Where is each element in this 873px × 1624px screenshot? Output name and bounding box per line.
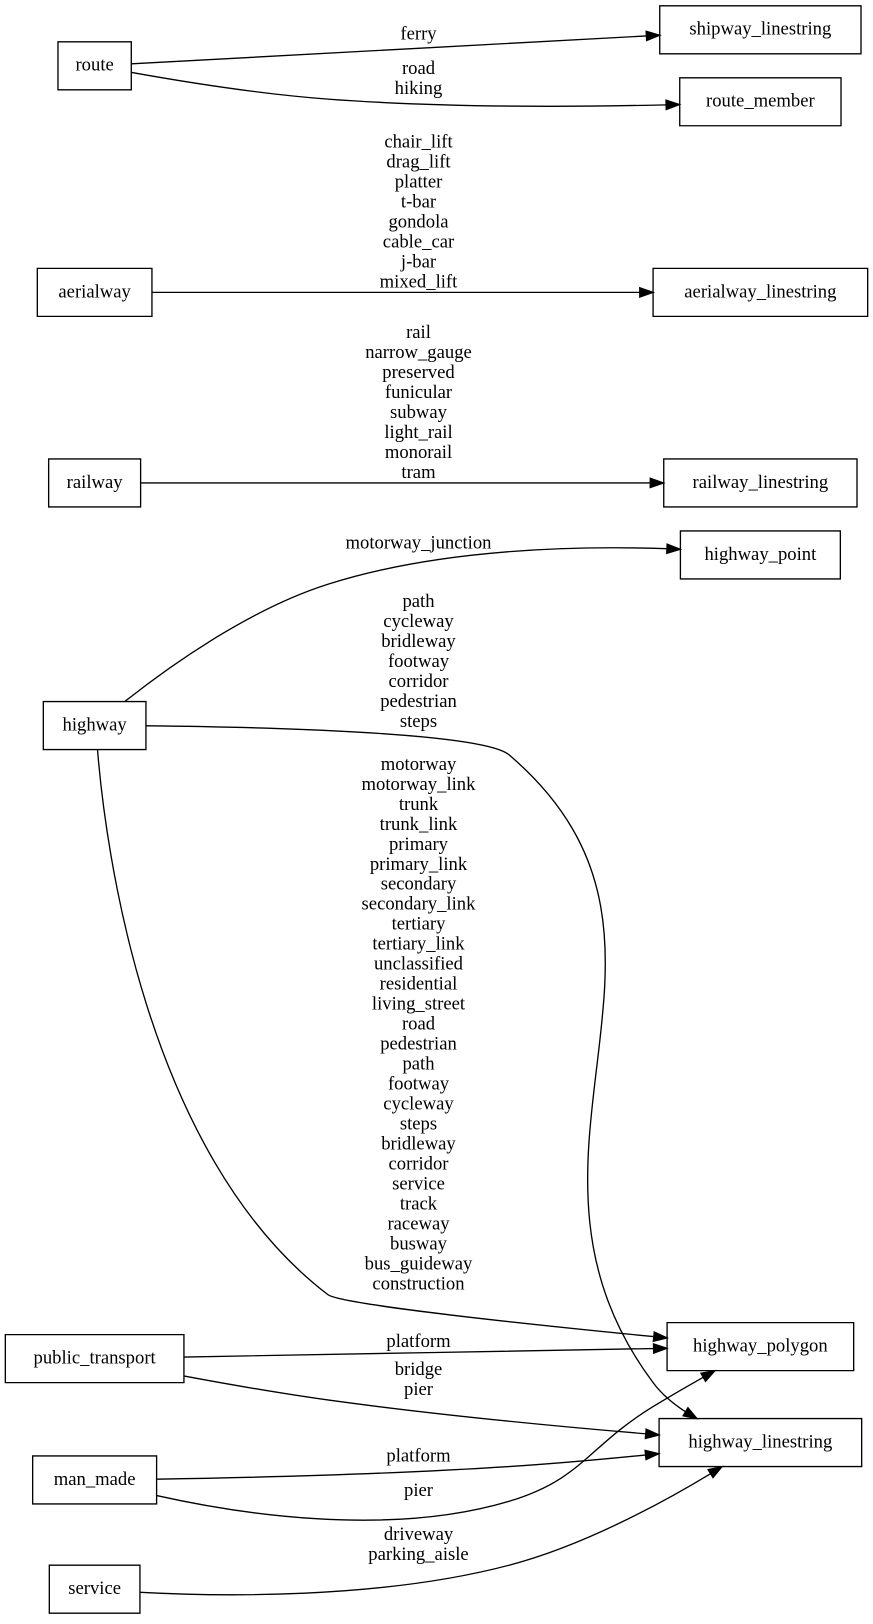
svg-text:gondola: gondola — [388, 211, 449, 232]
svg-text:railway_linestring: railway_linestring — [693, 472, 829, 493]
svg-text:route_member: route_member — [706, 91, 815, 112]
svg-text:bridge: bridge — [395, 1359, 443, 1380]
svg-text:raceway: raceway — [387, 1214, 450, 1235]
svg-text:shipway_linestring: shipway_linestring — [689, 19, 831, 40]
svg-text:drag_lift: drag_lift — [386, 151, 451, 172]
svg-text:track: track — [400, 1194, 438, 1215]
svg-text:residential: residential — [380, 974, 458, 995]
svg-text:steps: steps — [400, 711, 437, 732]
svg-text:t-bar: t-bar — [401, 191, 437, 212]
svg-text:ferry: ferry — [400, 23, 437, 44]
svg-text:busway: busway — [390, 1234, 448, 1255]
svg-text:pier: pier — [404, 1379, 434, 1400]
svg-text:aerialway_linestring: aerialway_linestring — [684, 281, 836, 302]
svg-text:motorway_junction: motorway_junction — [346, 533, 493, 554]
svg-text:bridleway: bridleway — [381, 1134, 456, 1155]
svg-text:route: route — [75, 55, 113, 76]
svg-text:pedestrian: pedestrian — [380, 691, 457, 712]
svg-text:railway: railway — [67, 472, 124, 493]
svg-text:preserved: preserved — [382, 362, 455, 383]
svg-text:construction: construction — [372, 1274, 465, 1295]
svg-text:footway: footway — [388, 651, 450, 672]
svg-text:path: path — [402, 1054, 435, 1075]
svg-text:bus_guideway: bus_guideway — [365, 1254, 473, 1275]
svg-text:parking_aisle: parking_aisle — [368, 1544, 468, 1565]
svg-text:cycleway: cycleway — [383, 1094, 454, 1115]
svg-text:primary: primary — [389, 834, 449, 855]
svg-text:mixed_lift: mixed_lift — [380, 271, 458, 292]
svg-text:tram: tram — [401, 462, 436, 483]
svg-text:subway: subway — [390, 402, 448, 423]
svg-text:tertiary_link: tertiary_link — [372, 934, 465, 955]
svg-text:cycleway: cycleway — [383, 611, 454, 632]
svg-text:rail: rail — [406, 322, 431, 343]
svg-text:corridor: corridor — [388, 1154, 449, 1175]
svg-text:driveway: driveway — [384, 1524, 454, 1545]
svg-text:platform: platform — [386, 1331, 451, 1352]
svg-text:bridleway: bridleway — [381, 631, 456, 652]
svg-text:man_made: man_made — [54, 1469, 136, 1490]
svg-text:service: service — [392, 1174, 445, 1195]
svg-text:highway_polygon: highway_polygon — [693, 1336, 828, 1357]
svg-text:public_transport: public_transport — [34, 1348, 157, 1369]
svg-text:secondary: secondary — [381, 874, 457, 895]
svg-text:platform: platform — [386, 1446, 451, 1467]
svg-text:service: service — [68, 1578, 121, 1599]
svg-text:primary_link: primary_link — [370, 854, 468, 875]
svg-text:highway_point: highway_point — [704, 544, 817, 565]
svg-text:trunk: trunk — [399, 794, 439, 815]
svg-text:j-bar: j-bar — [400, 251, 437, 272]
svg-text:platter: platter — [395, 171, 443, 192]
svg-text:path: path — [402, 591, 435, 612]
svg-text:funicular: funicular — [385, 382, 453, 403]
svg-text:road: road — [402, 1014, 436, 1035]
svg-text:hiking: hiking — [395, 78, 443, 99]
svg-text:unclassified: unclassified — [374, 954, 464, 975]
svg-text:aerialway: aerialway — [58, 281, 131, 302]
svg-text:trunk_link: trunk_link — [380, 814, 458, 835]
svg-text:monorail: monorail — [385, 442, 452, 463]
svg-text:chair_lift: chair_lift — [384, 131, 453, 152]
svg-text:motorway_link: motorway_link — [362, 774, 477, 795]
svg-text:cable_car: cable_car — [383, 231, 455, 252]
svg-text:road: road — [402, 58, 436, 79]
svg-text:motorway: motorway — [381, 754, 457, 775]
svg-text:narrow_gauge: narrow_gauge — [365, 342, 472, 363]
svg-text:pedestrian: pedestrian — [380, 1034, 457, 1055]
svg-text:pier: pier — [404, 1480, 434, 1501]
svg-text:highway: highway — [63, 714, 128, 735]
svg-text:light_rail: light_rail — [384, 422, 452, 443]
svg-text:tertiary: tertiary — [392, 914, 446, 935]
svg-text:footway: footway — [388, 1074, 450, 1095]
svg-text:secondary_link: secondary_link — [362, 894, 477, 915]
svg-text:highway_linestring: highway_linestring — [688, 1432, 832, 1453]
svg-text:steps: steps — [400, 1114, 437, 1135]
svg-text:living_street: living_street — [372, 994, 466, 1015]
svg-text:corridor: corridor — [388, 671, 449, 692]
